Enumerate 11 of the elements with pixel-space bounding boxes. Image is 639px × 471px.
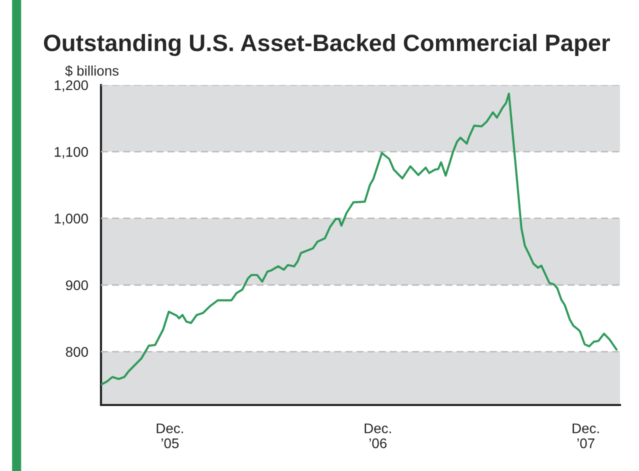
y-tick-label: 900 [66, 280, 88, 290]
y-tick-label: 1,200 [54, 80, 88, 92]
x-tick-label: Dec. ’06 [364, 424, 391, 448]
y-tick-label: 1,000 [54, 214, 88, 226]
line-series [101, 92, 618, 386]
y-tick-label: 800 [66, 347, 88, 357]
chart-title: Outstanding U.S. Asset-Backed Commercial Paper [44, 34, 610, 56]
x-tick-label: Dec. ’05 [156, 424, 183, 448]
y-tick-label: 1,100 [54, 147, 88, 158]
y-axis-title: $ billions [65, 65, 119, 77]
x-tick-label: Dec. ’07 [572, 424, 599, 448]
